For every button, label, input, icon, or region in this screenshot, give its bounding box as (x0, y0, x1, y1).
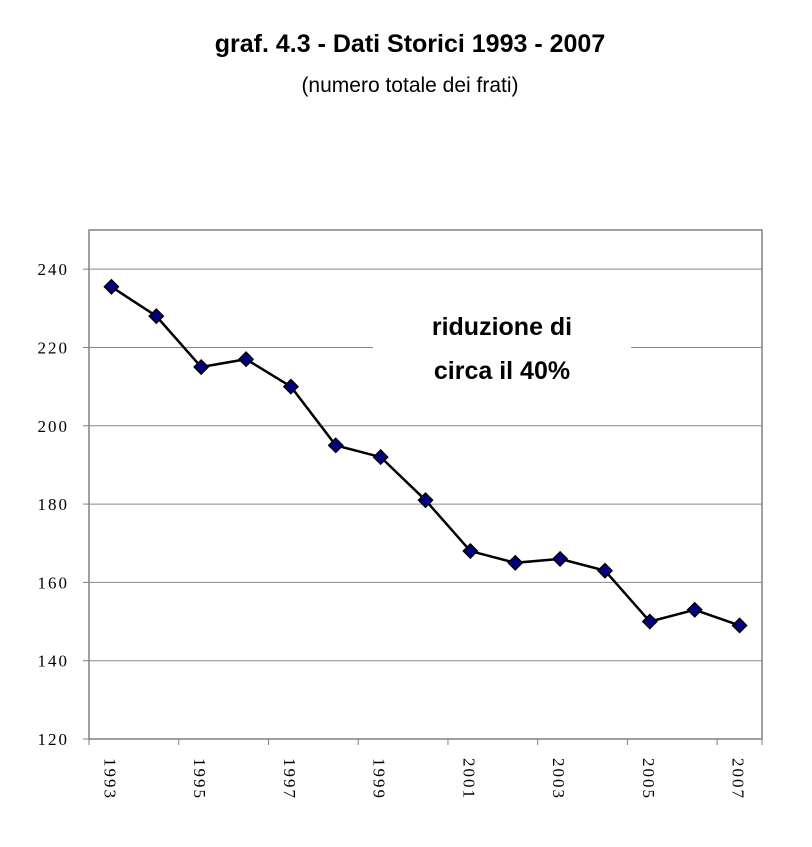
series (103, 278, 748, 634)
marker (193, 358, 210, 376)
marker (641, 613, 658, 630)
chart-subtitle: (numero totale dei frati) (301, 74, 518, 97)
annotation: circa il 40% (434, 357, 570, 385)
marker (327, 437, 344, 454)
x-tick-label: 2005 (639, 758, 658, 800)
marker (552, 550, 569, 567)
annotation-box: riduzione di circa il 40% (373, 296, 631, 396)
marker (417, 492, 434, 509)
y-tick-label: 140 (38, 652, 70, 671)
marker (372, 449, 389, 466)
marker (731, 617, 748, 634)
y-tick-label: 240 (38, 260, 70, 279)
y-tick-label: 120 (38, 730, 70, 749)
x-tick-label: 1997 (280, 758, 299, 800)
y-tick-label: 200 (38, 417, 70, 436)
plot-area (88, 229, 763, 740)
marker (507, 554, 524, 571)
marker (462, 543, 479, 560)
annotation: riduzione di (432, 313, 572, 341)
x-tick-label: 2001 (459, 758, 478, 800)
marker (237, 351, 255, 368)
y-tick-label: 160 (38, 573, 70, 592)
y-tick-label: 220 (38, 338, 70, 357)
x-tick-label: 1999 (370, 758, 389, 800)
marker (282, 378, 299, 395)
marker (686, 601, 703, 618)
x-tick-label: 1995 (190, 758, 209, 800)
marker (103, 278, 120, 295)
x-tick-label: 1993 (100, 758, 119, 800)
x-tick-label: 2007 (729, 758, 748, 800)
x-tick-label: 2003 (549, 758, 568, 800)
y-tick-label: 180 (38, 495, 70, 514)
marker (596, 562, 614, 579)
chart-title: graf. 4.3 - Dati Storici 1993 - 2007 (215, 30, 605, 58)
grid: 120 140 160 180 200 220 240 1993 1995 1997 1999 200… (38, 260, 763, 800)
marker (148, 308, 165, 325)
annotation-bg (373, 296, 631, 396)
